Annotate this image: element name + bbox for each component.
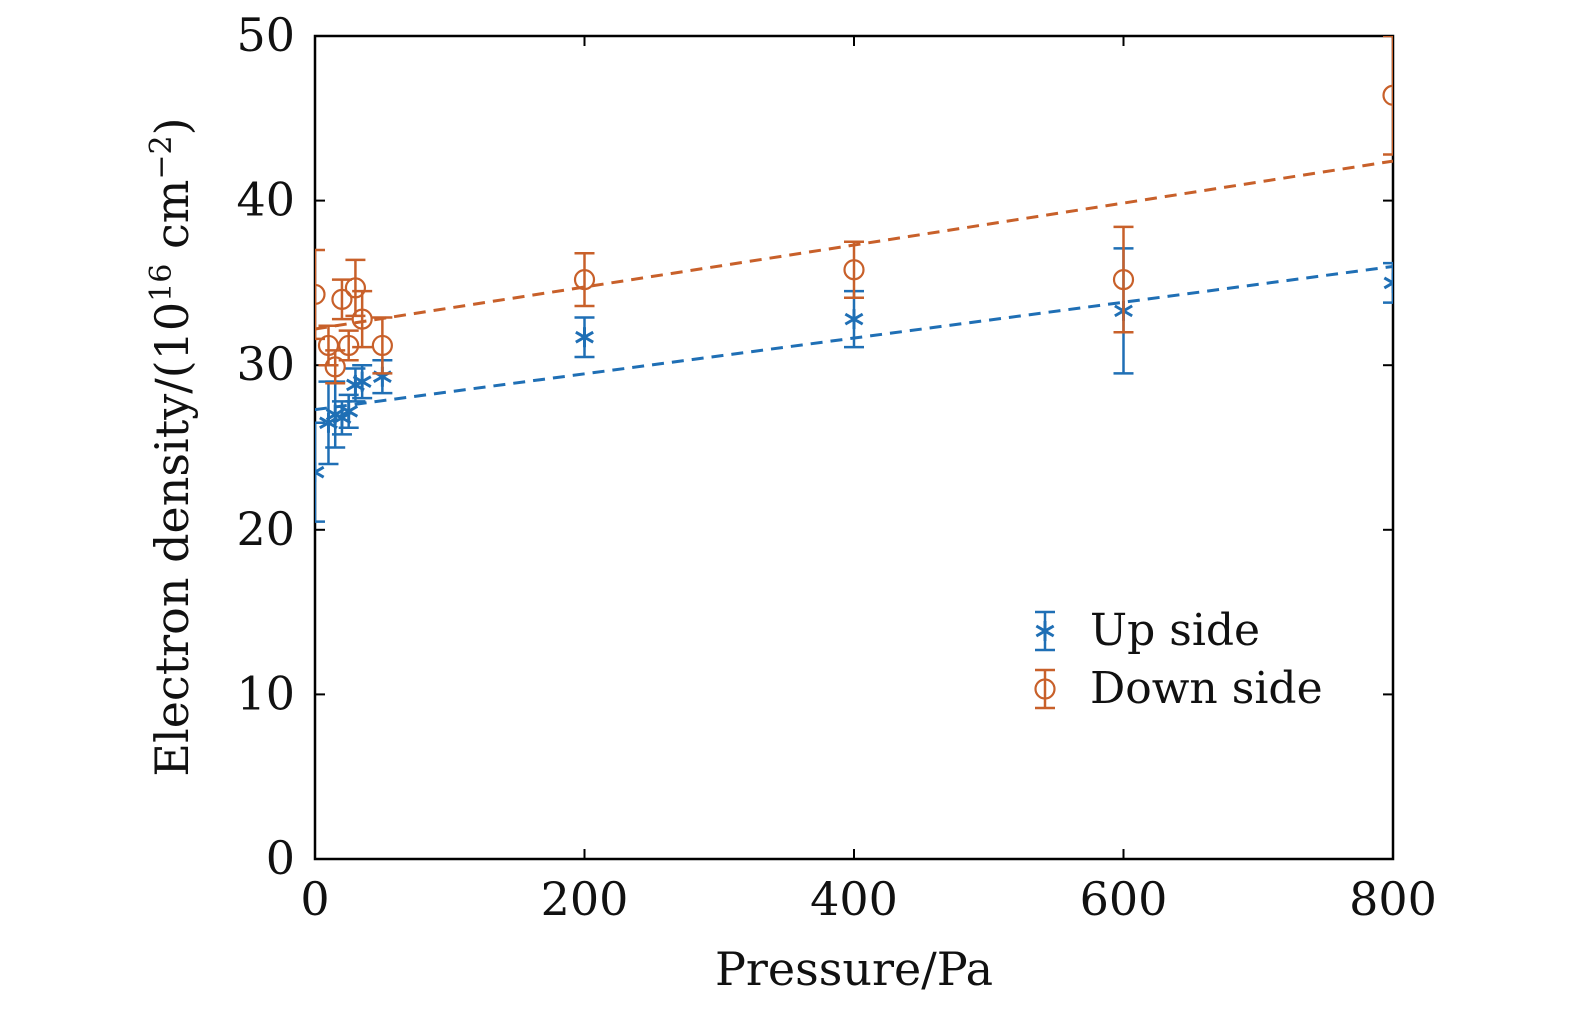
error-bar-up-side <box>1383 261 1393 304</box>
error-bar-down-side <box>574 252 595 308</box>
data-point-down-side <box>843 259 865 281</box>
data-point-down-side <box>1112 269 1135 291</box>
x-tick-label: 600 <box>1080 872 1168 926</box>
y-axis-label-sup: 16 <box>144 264 179 302</box>
data-point-up-side <box>575 327 594 348</box>
data-point-up-side <box>352 371 372 392</box>
data-point-down-side <box>324 356 346 378</box>
error-bar-down-side <box>372 316 393 375</box>
y-axis-label: Electron density/(1016 cm−2) <box>144 117 200 776</box>
y-axis-label-unit: cm <box>145 180 199 264</box>
x-axis-label: Pressure/Pa <box>715 942 993 996</box>
data-point-down-side <box>351 308 373 330</box>
y-tick-label: 10 <box>236 666 295 720</box>
data-point-up-side <box>844 309 864 330</box>
x-tick-label: 0 <box>300 872 329 926</box>
data-point-up-side <box>315 462 325 483</box>
y-tick-label: 50 <box>236 8 295 62</box>
axis-ticks: 0 200 400 600 800 0 10 20 30 40 50 <box>236 8 1436 926</box>
legend-marker-down-side <box>1034 668 1056 710</box>
error-bar-down-side <box>1383 36 1393 156</box>
x-tick-label: 400 <box>810 872 898 926</box>
data-point-up-side <box>1383 272 1393 293</box>
legend-marker-up-side <box>1035 610 1055 652</box>
x-tick-label: 800 <box>1349 872 1437 926</box>
x-tick-label: 200 <box>541 872 629 926</box>
legend-asterisk-icon <box>1035 621 1055 641</box>
y-axis-label-close: ) <box>145 117 199 135</box>
error-bar-down-side <box>844 240 864 299</box>
legend-error-bar-down-side <box>1035 668 1055 710</box>
legend: Up side Down side <box>1034 605 1323 714</box>
data-point-down-side <box>371 334 393 357</box>
data-point-down-side <box>344 277 367 299</box>
legend-circle-icon <box>1034 678 1056 700</box>
legend-label-down-side: Down side <box>1090 663 1323 714</box>
error-bar-down-side <box>1113 225 1134 334</box>
y-tick-label: 40 <box>236 173 295 227</box>
error-bar-down-side <box>352 289 373 349</box>
legend-label-up-side: Up side <box>1090 605 1260 656</box>
data-point-down-side <box>573 269 596 291</box>
data-markers <box>315 36 1393 523</box>
plot-frame <box>313 34 1395 861</box>
data-point-down-side <box>1382 84 1393 106</box>
data-point-down-side <box>338 334 360 357</box>
y-tick-label: 0 <box>266 831 295 885</box>
y-tick-label: 30 <box>236 337 295 391</box>
y-axis-label-unit-sup: −2 <box>144 135 179 179</box>
y-axis-label-main: Electron density/(10 <box>145 302 199 777</box>
error-bar-down-side <box>331 278 352 321</box>
y-tick-label: 20 <box>236 502 295 556</box>
data-point-down-side <box>315 283 326 306</box>
data-point-down-side <box>317 334 340 357</box>
data-point-up-side <box>339 401 359 422</box>
data-point-down-side <box>331 288 353 310</box>
error-bar-up-side <box>315 421 325 523</box>
